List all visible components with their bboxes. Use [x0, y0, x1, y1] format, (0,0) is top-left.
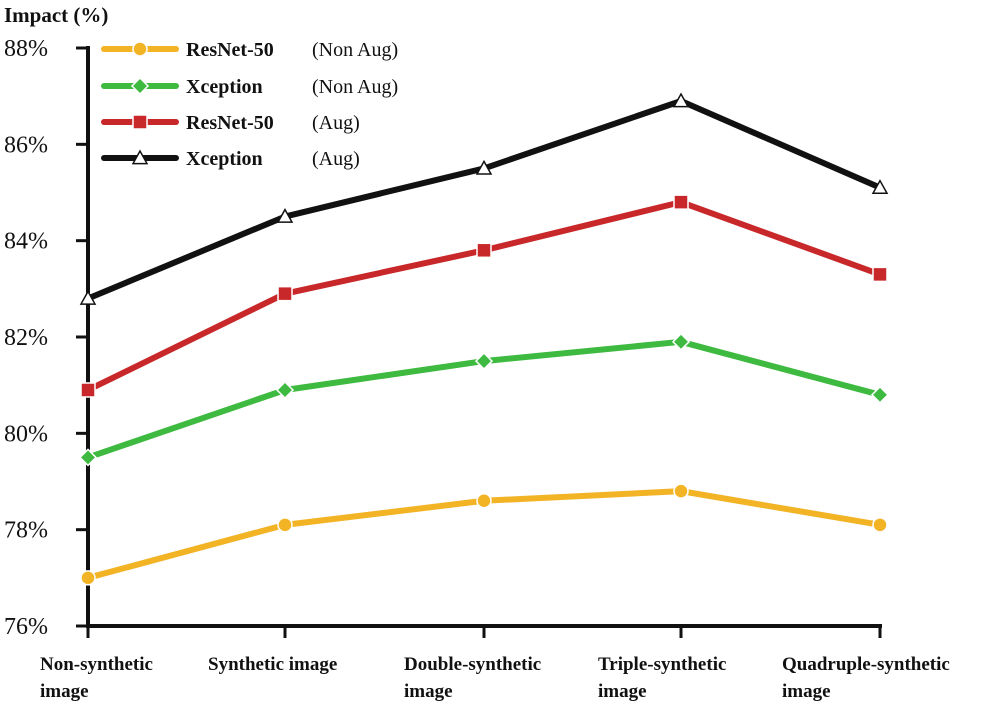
data-point: [276, 208, 294, 223]
data-point: [277, 285, 293, 302]
y-tick-label: 88%: [4, 36, 48, 62]
y-tick-label: 84%: [4, 229, 48, 255]
data-point: [871, 179, 889, 195]
y-tick-label: 76%: [4, 614, 48, 640]
legend-qualifier: (Aug): [312, 148, 360, 170]
legend-name: ResNet-50: [186, 39, 274, 61]
data-point: [872, 517, 888, 533]
axes: 76% 78% 80% 82% 84% 86% 88% Non-synthetic image S…: [4, 36, 950, 702]
data-point: [275, 380, 295, 400]
y-tick-label: 80%: [4, 421, 48, 447]
x-tick-label: Double-synthetic: [404, 654, 541, 675]
data-point: [671, 332, 691, 351]
legend-marker: [131, 149, 149, 165]
x-tick-label: Triple-synthetic: [598, 654, 726, 675]
series-layer: [78, 92, 890, 586]
x-tick-label: Non-synthetic: [40, 654, 153, 675]
legend-name: Xception: [186, 148, 263, 170]
legend-qualifier: (Non Aug): [312, 39, 398, 61]
legend-marker: [132, 41, 148, 57]
data-point: [277, 517, 293, 533]
legend: ResNet-50 (Non Aug)Xception (Non Aug)ResNe…: [101, 39, 398, 170]
y-tick-label: 86%: [4, 132, 48, 158]
data-point: [80, 570, 96, 586]
series-3: [79, 92, 889, 305]
data-point: [870, 385, 890, 404]
legend-entry: Xception (Aug): [101, 148, 360, 170]
data-point: [476, 493, 492, 509]
x-tick-label: image: [40, 681, 89, 702]
data-point: [872, 266, 888, 283]
data-point: [673, 194, 689, 210]
y-axis-title: Impact (%): [4, 3, 108, 27]
series-0: [80, 483, 888, 586]
legend-entry: ResNet-50 (Non Aug): [101, 39, 398, 61]
x-tick-label: Quadruple-synthetic: [782, 654, 950, 675]
data-point: [80, 382, 96, 398]
legend-entry: Xception (Non Aug): [101, 76, 398, 98]
x-tick-label: image: [404, 681, 453, 702]
x-tick-label: Synthetic image: [208, 654, 337, 675]
legend-name: ResNet-50: [186, 112, 274, 134]
data-point: [475, 159, 493, 175]
legend-qualifier: (Non Aug): [312, 76, 398, 98]
x-tick-label: image: [782, 681, 831, 702]
data-point: [673, 483, 689, 499]
legend-entry: ResNet-50 (Aug): [101, 112, 360, 134]
x-tick-label: image: [598, 681, 647, 702]
legend-name: Xception: [186, 76, 263, 98]
legend-marker: [132, 114, 148, 130]
legend-marker: [130, 76, 150, 96]
data-point: [78, 448, 98, 467]
data-point: [476, 242, 492, 259]
legend-qualifier: (Aug): [312, 112, 360, 134]
data-point: [79, 289, 97, 305]
data-point: [474, 352, 494, 371]
y-tick-label: 82%: [4, 325, 48, 351]
data-point: [672, 92, 690, 108]
series-1: [78, 332, 890, 467]
series-2: [80, 194, 888, 398]
y-tick-label: 78%: [4, 518, 48, 544]
